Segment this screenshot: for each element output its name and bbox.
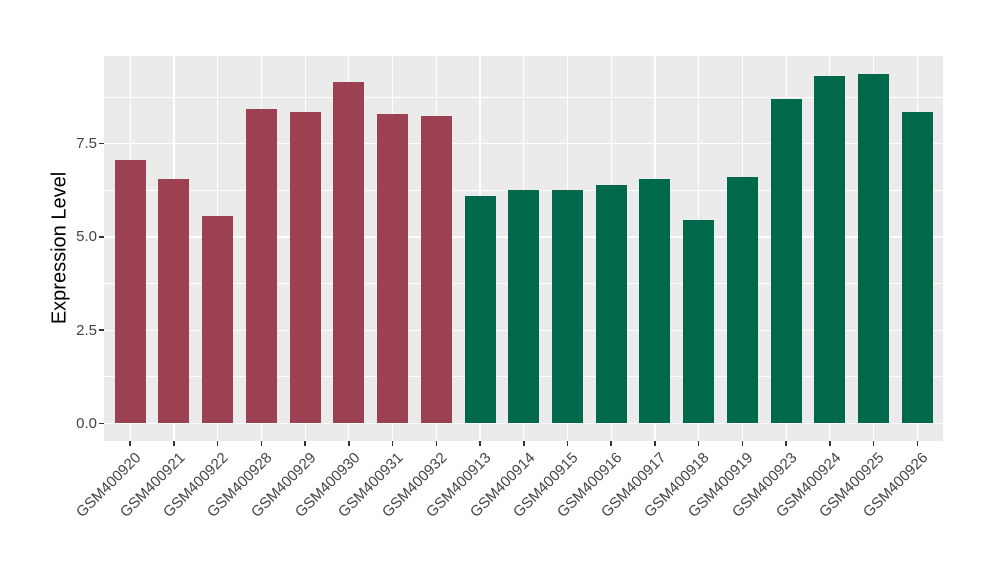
x-tick-mark: [872, 441, 875, 446]
x-tick-mark: [522, 441, 525, 446]
plot-panel: [104, 56, 943, 441]
bar-GSM400923: [770, 98, 802, 424]
bar-GSM400914: [508, 190, 540, 424]
x-tick-mark: [829, 441, 831, 446]
x-tick-mark: [391, 441, 394, 446]
x-tick-mark: [741, 441, 744, 446]
x-tick-mark: [304, 441, 306, 446]
x-tick-mark: [654, 441, 656, 446]
bar-GSM400915: [552, 190, 583, 424]
y-tick-label: 7.5: [76, 135, 97, 153]
bar-GSM400913: [464, 195, 496, 424]
x-tick-mark: [435, 441, 438, 446]
bar-GSM400928: [245, 109, 277, 424]
x-tick-mark: [785, 441, 787, 446]
bar-GSM400921: [158, 179, 190, 424]
y-tick-mark: [98, 236, 104, 238]
bar-GSM400926: [901, 111, 933, 424]
x-tick-mark: [697, 441, 700, 446]
x-tick-mark: [348, 441, 350, 446]
x-tick-mark: [129, 441, 131, 446]
y-tick-mark: [98, 422, 104, 425]
x-tick-mark: [173, 441, 175, 446]
x-tick-mark: [610, 441, 613, 446]
y-tick-mark: [98, 329, 104, 331]
bar-GSM400916: [595, 184, 627, 424]
y-axis-title: Expression Level: [48, 171, 71, 325]
bar-GSM400929: [289, 111, 321, 424]
bar-GSM400918: [683, 220, 715, 424]
y-tick-label: 5.0: [76, 228, 97, 246]
y-tick-label: 2.5: [76, 321, 97, 339]
bar-GSM400917: [639, 179, 671, 424]
y-tick-mark: [98, 142, 104, 145]
bar-GSM400924: [814, 75, 846, 424]
bar-GSM400925: [858, 73, 890, 424]
bar-GSM400931: [377, 113, 409, 424]
y-tick-label: 0.0: [76, 414, 97, 432]
bar-GSM400922: [202, 216, 234, 424]
x-tick-mark: [216, 441, 219, 446]
x-tick-mark: [260, 441, 263, 446]
bar-GSM400920: [114, 160, 146, 424]
bar-GSM400930: [333, 82, 365, 424]
x-tick-mark: [566, 441, 569, 446]
bar-GSM400932: [420, 115, 452, 424]
bar-GSM400919: [726, 177, 758, 424]
x-tick-mark: [479, 441, 481, 446]
x-tick-mark: [916, 441, 919, 446]
